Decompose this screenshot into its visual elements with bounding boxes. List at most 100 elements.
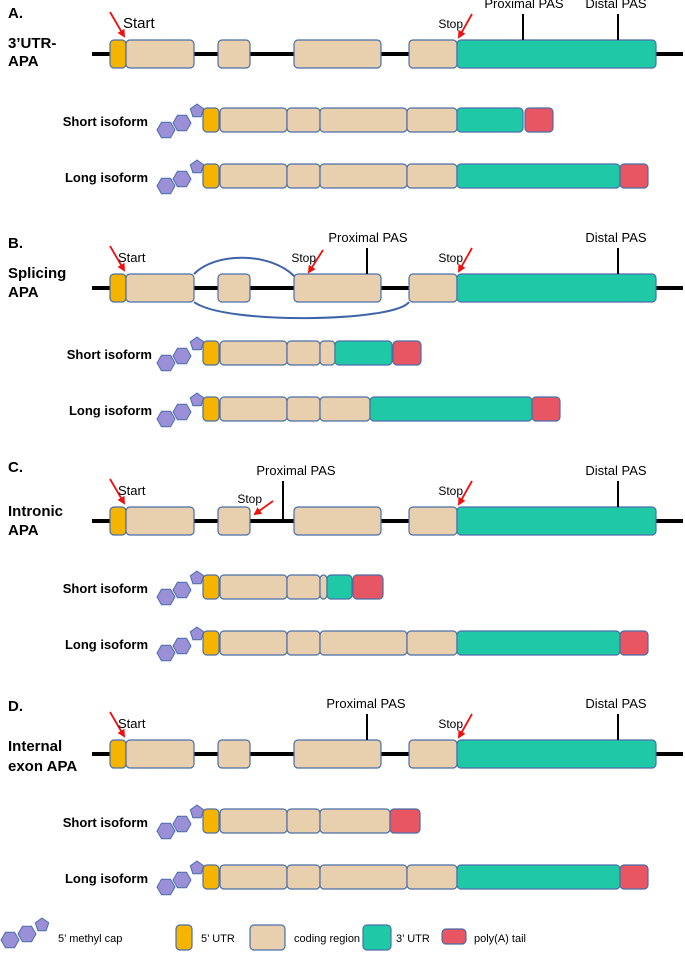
panel-letter: A.	[8, 5, 23, 22]
start-label: Start	[123, 15, 156, 32]
coding-segment	[319, 864, 408, 890]
utr5-box	[109, 739, 127, 769]
utr3-segment	[369, 396, 533, 422]
cap-hex-2	[172, 637, 192, 655]
exon-1	[125, 273, 195, 303]
panel-title: Intronic	[8, 503, 63, 520]
utr5-box	[202, 808, 220, 834]
cap-hex-2	[172, 114, 192, 132]
panel-title: Splicing	[8, 265, 66, 282]
panel-letter: B.	[8, 235, 23, 252]
stop-proximal-label: Stop	[237, 492, 262, 506]
cap-pent	[189, 570, 205, 585]
panel-title: Internal	[8, 738, 62, 755]
legend-utr5-label: 5’ UTR	[201, 933, 235, 945]
utr3-segment	[456, 107, 524, 133]
short-isoform-label: Short isoform	[63, 581, 148, 596]
methyl-cap-icon	[156, 103, 205, 139]
exon-4	[408, 39, 458, 69]
coding-segment	[319, 340, 336, 366]
methyl-cap-icon	[156, 392, 205, 428]
coding-segment	[286, 630, 321, 656]
coding-segment	[406, 107, 458, 133]
panel-c: C. Intronic APA Start Stop Distal PAS Proximal…	[8, 459, 683, 662]
polya-tail	[619, 163, 649, 189]
long-isoform-label: Long isoform	[69, 403, 152, 418]
cap-hex-1	[156, 588, 176, 606]
exon-3	[293, 39, 382, 69]
panel-title: exon APA	[8, 758, 77, 775]
coding-segment	[219, 163, 288, 189]
panel-d: D. Internal exon APA Start Stop Distal PAS Pro…	[8, 696, 683, 896]
coding-segment	[286, 574, 321, 600]
utr3-segment	[334, 340, 393, 366]
methyl-cap-icon	[156, 804, 205, 840]
polya-tail	[531, 396, 561, 422]
exon-2	[217, 39, 251, 69]
coding-segment	[286, 808, 321, 834]
coding-segment	[219, 864, 288, 890]
legend-coding-swatch	[249, 924, 286, 951]
coding-segment	[319, 808, 391, 834]
cap-pent	[189, 336, 205, 351]
distal-pas-label: Distal PAS	[585, 230, 646, 245]
distal-pas-label: Distal PAS	[585, 0, 646, 11]
stop-arrow	[458, 13, 473, 39]
start-arrow	[109, 245, 126, 272]
cap-pent	[189, 860, 205, 875]
proximal-pas-label: Proximal PAS	[484, 0, 564, 11]
cap-hex-1	[156, 121, 176, 139]
cap-hex-1	[156, 177, 176, 195]
methyl-cap-icon	[156, 860, 205, 896]
methyl-cap-icon	[156, 570, 205, 606]
stop-label: Stop	[438, 484, 463, 498]
utr5-box	[109, 506, 127, 536]
coding-segment	[406, 864, 458, 890]
coding-segment	[286, 396, 321, 422]
splice-arc-bottom	[193, 301, 410, 320]
cap-hex-1	[156, 410, 176, 428]
legend-cap-label: 5’ methyl cap	[58, 933, 122, 945]
utr5-box	[202, 340, 220, 366]
cap-hex-1	[156, 644, 176, 662]
legend-polya-label: poly(A) tail	[474, 933, 526, 945]
coding-segment	[219, 340, 288, 366]
utr3-segment	[326, 574, 353, 600]
cap-hex-2	[172, 403, 192, 421]
utr3-segment	[456, 163, 621, 189]
start-label: Start	[118, 250, 146, 265]
coding-segment	[286, 107, 321, 133]
proximal-pas-label: Proximal PAS	[328, 230, 408, 245]
cap-hex-1	[156, 878, 176, 896]
legend-utr5-swatch	[175, 924, 193, 951]
start-arrow	[109, 478, 126, 505]
stop-label: Stop	[438, 17, 463, 31]
panel-letter: D.	[8, 698, 23, 715]
start-arrow	[109, 11, 126, 38]
polya-tail	[392, 340, 422, 366]
exon-4	[408, 273, 458, 303]
panel-title: 3’UTR-	[8, 35, 56, 52]
stop-arrow	[458, 247, 473, 273]
long-isoform-label: Long isoform	[65, 637, 148, 652]
coding-segment	[286, 340, 321, 366]
utr3-segment	[456, 630, 621, 656]
stop-label: Stop	[438, 251, 463, 265]
utr3-box	[456, 39, 657, 69]
utr5-box	[202, 864, 220, 890]
methyl-cap-icon	[156, 626, 205, 662]
stop-arrow	[458, 480, 473, 506]
panel-letter: C.	[8, 459, 23, 476]
legend-cap-hex-1	[0, 931, 20, 949]
cap-hex-2	[172, 815, 192, 833]
coding-segment	[219, 630, 288, 656]
exon-1	[125, 739, 195, 769]
legend-utr3-label: 3’ UTR	[396, 933, 430, 945]
panel-title: APA	[8, 522, 39, 539]
polya-tail	[524, 107, 554, 133]
methyl-cap-icon	[156, 336, 205, 372]
utr5-box	[202, 163, 220, 189]
distal-pas-label: Distal PAS	[585, 463, 646, 478]
panel-title: APA	[8, 284, 39, 301]
